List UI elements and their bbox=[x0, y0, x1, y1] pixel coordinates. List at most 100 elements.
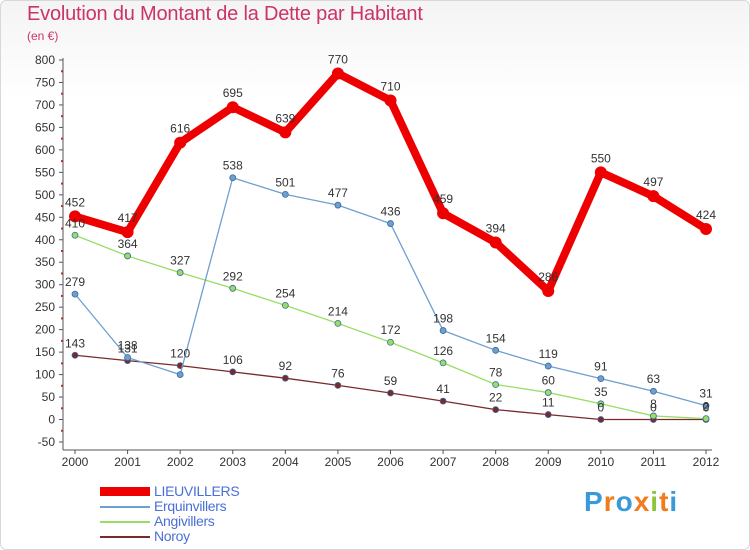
data-point bbox=[279, 126, 292, 139]
data-label: 394 bbox=[486, 221, 506, 235]
data-label: 770 bbox=[328, 52, 348, 66]
logo-letter: o bbox=[615, 486, 634, 517]
legend-swatch bbox=[100, 520, 150, 523]
data-point bbox=[544, 362, 552, 370]
data-label: 131 bbox=[118, 342, 138, 356]
data-point bbox=[439, 397, 447, 405]
x-tick-label: 2010 bbox=[587, 455, 614, 469]
data-point bbox=[439, 359, 447, 367]
data-label: 0 bbox=[650, 401, 657, 415]
y-tick-label: 500 bbox=[35, 188, 55, 202]
data-point bbox=[281, 190, 289, 198]
data-point bbox=[174, 136, 187, 149]
y-minor-mark bbox=[61, 160, 63, 163]
data-label: 60 bbox=[542, 374, 556, 388]
y-minor-mark bbox=[61, 384, 63, 387]
data-point bbox=[229, 174, 237, 182]
y-tick-label: 400 bbox=[35, 233, 55, 247]
y-minor-mark bbox=[61, 115, 63, 118]
data-point bbox=[700, 222, 712, 235]
data-label: 198 bbox=[433, 312, 453, 326]
data-label: 424 bbox=[696, 208, 716, 222]
y-tick-label: 550 bbox=[35, 165, 55, 179]
y-tick-label: 750 bbox=[35, 75, 55, 89]
x-tick-label: 2007 bbox=[430, 455, 457, 469]
data-label: 31 bbox=[699, 387, 713, 401]
data-point bbox=[71, 351, 79, 359]
data-point bbox=[492, 346, 500, 354]
data-label: 143 bbox=[65, 336, 85, 350]
legend-label: Angivillers bbox=[154, 513, 215, 529]
data-point bbox=[176, 269, 184, 276]
data-label: 76 bbox=[331, 366, 345, 380]
y-tick-label: 50 bbox=[42, 390, 56, 404]
legend-swatch bbox=[100, 535, 150, 538]
data-label: 695 bbox=[223, 86, 243, 100]
data-label: 119 bbox=[539, 347, 558, 361]
x-tick-label: 2006 bbox=[377, 455, 404, 469]
data-point bbox=[226, 101, 239, 114]
data-point bbox=[542, 284, 555, 297]
data-label: 477 bbox=[328, 186, 348, 200]
data-point bbox=[69, 210, 81, 223]
logo-letter: P bbox=[584, 486, 604, 517]
data-point bbox=[702, 402, 710, 409]
legend-swatch bbox=[100, 505, 150, 508]
chart-title: Evolution du Montant de la Dette par Hab… bbox=[27, 3, 423, 25]
data-point bbox=[331, 67, 344, 80]
data-label: 286 bbox=[538, 270, 558, 284]
data-point bbox=[281, 374, 289, 382]
data-label: 154 bbox=[486, 331, 506, 345]
data-label: 41 bbox=[436, 382, 450, 396]
data-point bbox=[71, 290, 79, 298]
y-tick-label: 150 bbox=[35, 345, 55, 359]
proxiti-logo: Proxiti bbox=[584, 486, 678, 518]
data-point bbox=[544, 411, 552, 418]
data-label: 8 bbox=[650, 397, 657, 411]
y-tick-label: 650 bbox=[35, 120, 55, 134]
data-label: 410 bbox=[65, 216, 85, 230]
data-label: 120 bbox=[170, 347, 190, 361]
data-point bbox=[281, 301, 289, 309]
data-label: 22 bbox=[489, 391, 503, 405]
data-point bbox=[71, 231, 79, 239]
x-tick-label: 2000 bbox=[62, 455, 89, 469]
legend-label: Noroy bbox=[154, 528, 190, 544]
logo-letter: r bbox=[603, 486, 616, 517]
data-label: 11 bbox=[542, 396, 555, 410]
logo-letter: i bbox=[650, 486, 660, 517]
data-point bbox=[334, 319, 342, 327]
logo-letter: x bbox=[633, 486, 651, 517]
data-label: 214 bbox=[328, 304, 348, 318]
y-tick-label: 100 bbox=[35, 368, 55, 382]
legend-label: Erquinvillers bbox=[154, 498, 227, 514]
data-label: 126 bbox=[433, 344, 453, 358]
data-label: 501 bbox=[275, 175, 295, 189]
data-point bbox=[387, 389, 394, 397]
chart-subtitle: (en €) bbox=[27, 29, 59, 43]
data-label: 279 bbox=[65, 275, 85, 289]
data-point bbox=[387, 220, 394, 227]
y-minor-mark bbox=[61, 70, 63, 73]
data-label: 254 bbox=[275, 286, 295, 300]
y-minor-mark bbox=[61, 250, 63, 252]
data-label: 0 bbox=[597, 401, 604, 415]
data-label: 91 bbox=[594, 360, 608, 374]
data-label: 59 bbox=[384, 374, 398, 388]
x-tick-label: 2001 bbox=[114, 455, 141, 469]
data-label: 436 bbox=[380, 205, 400, 219]
data-point bbox=[597, 400, 605, 408]
x-tick-label: 2009 bbox=[535, 455, 562, 469]
y-minor-mark bbox=[61, 205, 63, 208]
y-minor-mark bbox=[61, 227, 63, 230]
data-label: 106 bbox=[223, 353, 243, 367]
y-tick-label: 450 bbox=[35, 210, 55, 224]
x-tick-label: 2004 bbox=[272, 455, 299, 469]
data-point bbox=[334, 381, 342, 389]
x-tick-label: 2011 bbox=[641, 455, 667, 469]
y-tick-label: -50 bbox=[38, 435, 56, 449]
legend-label: LIEUVILLERS bbox=[154, 483, 240, 499]
x-tick-label: 2008 bbox=[482, 455, 509, 469]
y-minor-mark bbox=[61, 362, 63, 365]
data-point bbox=[176, 371, 184, 378]
